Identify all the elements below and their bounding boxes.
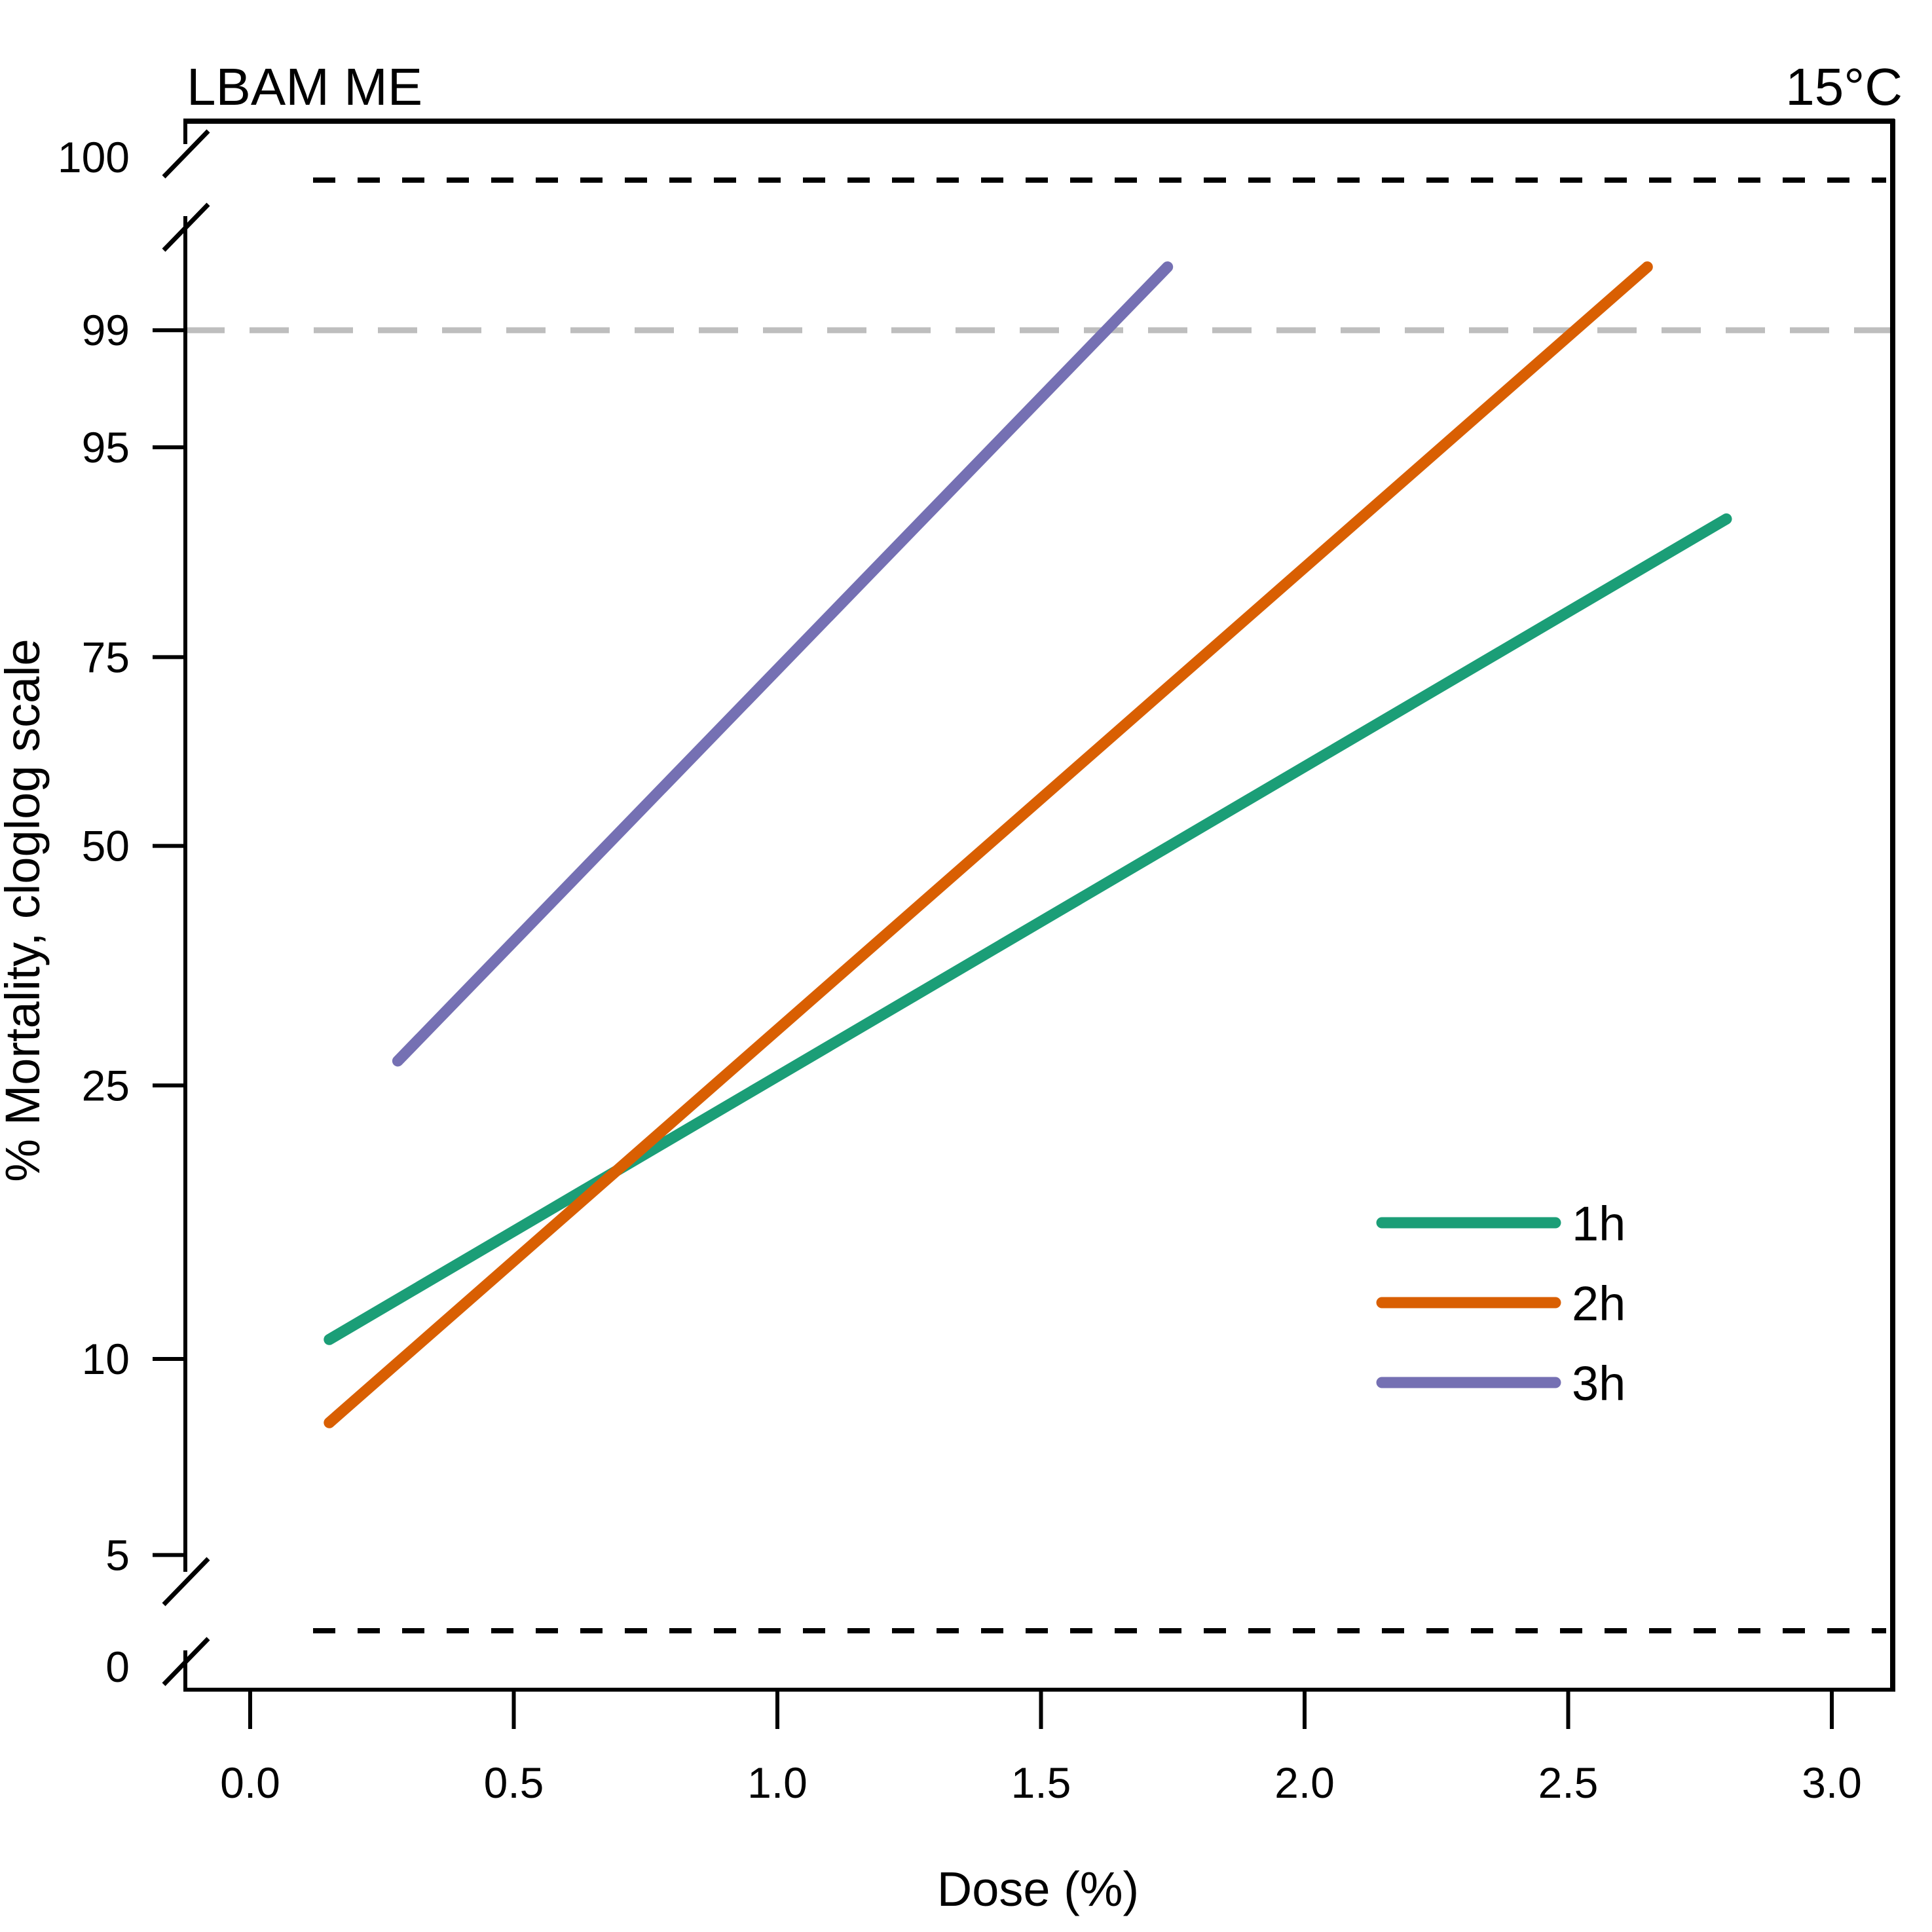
x-tick-label: 0.5 [484,1758,544,1807]
legend-label-1h: 1h [1572,1197,1625,1251]
y-tick-label: 100 [58,133,130,181]
y-tick-label: 95 [82,423,130,472]
y-axis-title: % Mortality, cloglog scale [0,639,50,1181]
x-tick-label: 0.0 [220,1758,280,1807]
y-tick-label: 99 [82,306,130,354]
legend-label-2h: 2h [1572,1276,1625,1331]
series-lines [324,261,1732,1428]
reference-lines [185,177,1906,1633]
legend: 1h 2h 3h [1376,1197,1625,1411]
axis-break-mark [162,1637,210,1686]
y-tick-label: 10 [82,1335,130,1383]
legend-label-3h: 3h [1572,1356,1625,1411]
axis-break-mark [162,129,210,179]
axis-break-mark [162,202,210,252]
x-tick-label: 1.0 [747,1758,808,1807]
series-line-3h [392,261,1174,1067]
y-tick-label: 50 [82,822,130,870]
chart-title-left: LBAM ME [187,58,422,116]
x-axis-title: Dose (%) [937,1862,1139,1916]
y-tick-label: 0 [105,1643,130,1691]
y-tick-label: 5 [105,1531,130,1579]
chart-title-right: 15°C [1785,58,1903,116]
x-tick-label: 3.0 [1802,1758,1862,1807]
x-tick-label: 1.5 [1011,1758,1071,1807]
axis-break-mark [162,1557,210,1607]
series-line-1h [324,513,1732,1345]
y-tick-label: 25 [82,1061,130,1109]
y-tick-label: 75 [82,633,130,681]
x-tick-label: 2.5 [1538,1758,1599,1807]
series-line-2h [324,261,1653,1428]
axes: 0 5 10 25 50 75 95 99 100 0.0 0.5 1.0 1.5 2.0 2.5 3.0 [58,119,1895,1807]
x-tick-label: 2.0 [1274,1758,1335,1807]
